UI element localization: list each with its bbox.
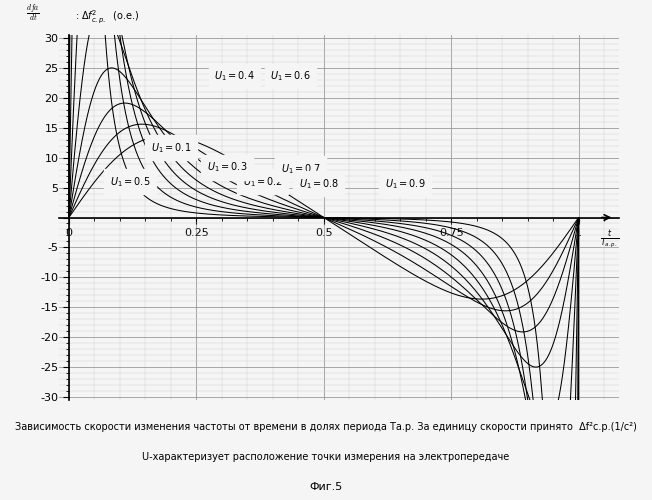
- Text: Фиг.5: Фиг.5: [310, 482, 342, 492]
- Text: U-характеризует расположение точки измерения на электропередаче: U-характеризует расположение точки измер…: [142, 452, 510, 462]
- Text: $U_1=0.8$: $U_1=0.8$: [299, 177, 339, 190]
- Text: $U_1=0.9$: $U_1=0.9$: [385, 177, 426, 190]
- Text: $\frac{t}{T_{a.p.}}$: $\frac{t}{T_{a.p.}}$: [600, 228, 619, 251]
- Text: $U_1=0.5$: $U_1=0.5$: [110, 175, 150, 189]
- Text: $U_1=0.2$: $U_1=0.2$: [243, 175, 282, 189]
- Text: $:\Delta f^{2}_{c.p.}$  (о.е.): $:\Delta f^{2}_{c.p.}$ (о.е.): [74, 8, 140, 26]
- Text: $U_1=0.1$: $U_1=0.1$: [151, 141, 191, 154]
- Text: $U_1=0.4$: $U_1=0.4$: [215, 69, 255, 83]
- Text: Зависимость скорости изменения частоты от времени в долях периода Та.р. За едини: Зависимость скорости изменения частоты о…: [15, 422, 637, 432]
- Text: $U_1=0.3$: $U_1=0.3$: [207, 160, 247, 174]
- Text: $U_1=0.7$: $U_1=0.7$: [281, 162, 321, 175]
- Text: $\frac{dfa}{dt}$: $\frac{dfa}{dt}$: [25, 2, 40, 23]
- Text: $U_1=0.6$: $U_1=0.6$: [271, 69, 311, 83]
